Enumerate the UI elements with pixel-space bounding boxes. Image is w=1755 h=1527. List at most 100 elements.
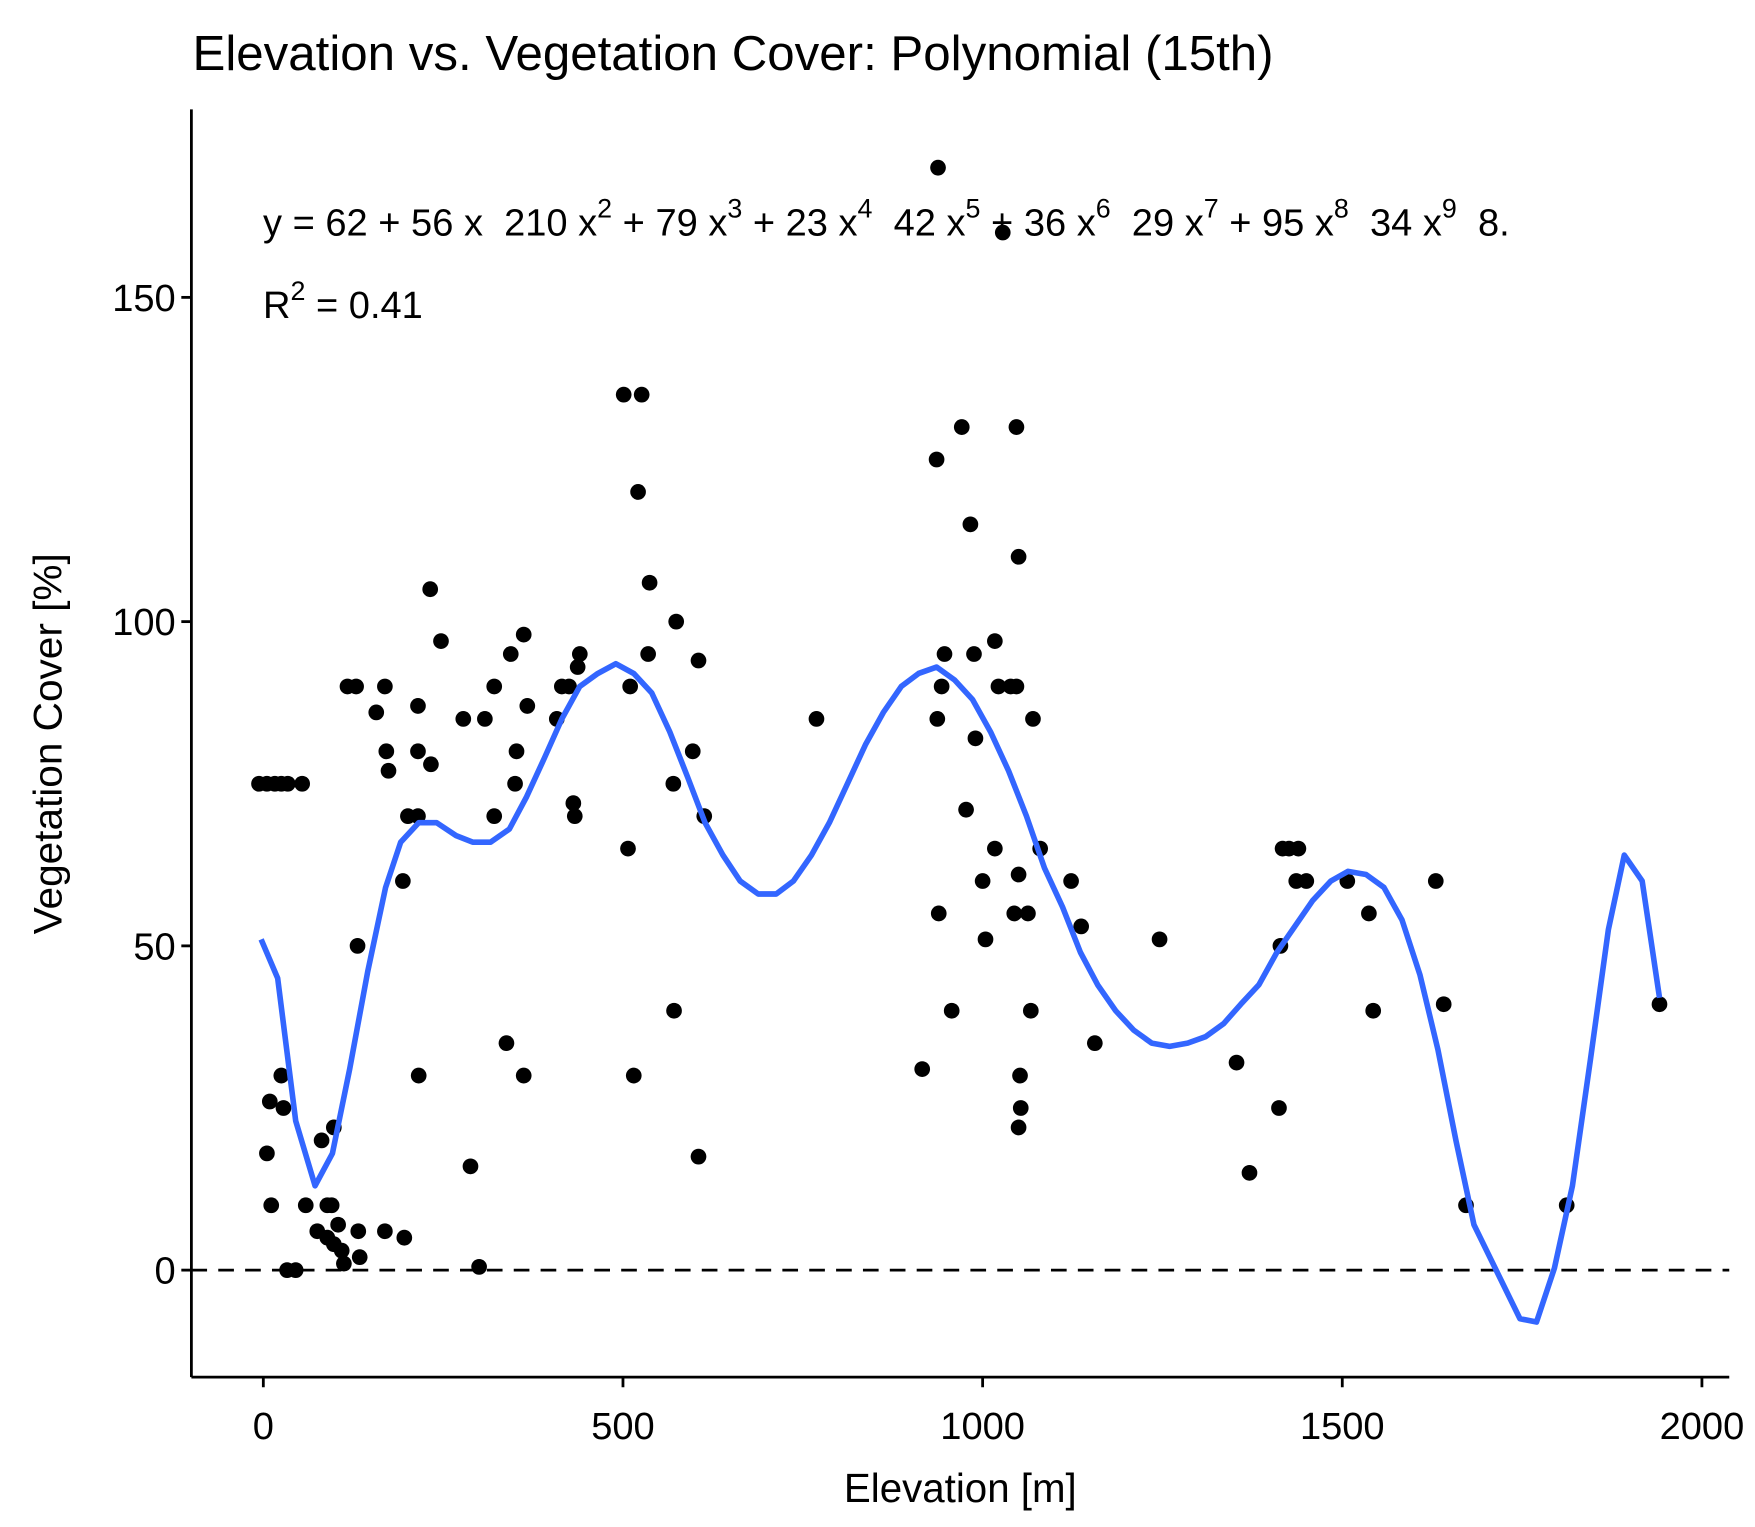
point [943,1002,960,1019]
point [351,1249,368,1266]
point [561,678,577,695]
point [1006,905,1023,922]
r-squared-text: = 0.41 [305,284,422,327]
point [690,652,707,669]
x-tick-label: 2000 [1660,1405,1745,1448]
point [1063,873,1079,889]
point [486,808,503,825]
equation-superscript: 5 [966,193,981,223]
point [455,711,472,727]
point [929,711,946,727]
point [1151,931,1168,948]
equation: y = 62 + 56 x 210 x2​ + 79 x3​ + 23 x4​ … [263,193,1510,244]
point [974,873,991,889]
point [377,1223,393,1240]
y-tick-label: 100 [112,601,175,644]
point [313,1132,330,1149]
point [571,646,588,662]
equation-text: + 95 x [1219,201,1334,244]
equation-text: 34 x [1349,201,1442,244]
equation-text: 29 x [1111,201,1204,244]
y-tick-label: 50 [133,925,175,968]
point [967,730,984,747]
point [928,451,945,468]
point [665,775,682,792]
point [1025,711,1041,727]
point [350,1223,367,1240]
point [1651,996,1668,1013]
x-axis-label: Elevation [m] [844,1465,1077,1511]
point [1290,840,1307,857]
point [1435,996,1452,1013]
point [410,743,426,760]
point [566,808,583,825]
point [684,743,701,760]
point [966,646,982,662]
point [410,698,426,714]
point [1020,905,1036,922]
point [259,1145,275,1162]
point [1010,1119,1027,1136]
equation-superscript: 9 [1442,193,1457,223]
point [622,678,639,695]
point [323,1197,340,1214]
point [1012,1100,1029,1116]
equation-superscript: 7 [1204,193,1219,223]
point [507,775,523,792]
point [953,419,970,435]
point [515,626,532,643]
point [1008,419,1025,435]
point [977,931,994,948]
point [261,1093,278,1110]
point [933,678,950,695]
equation-superscript: 6 [1096,193,1111,223]
point [808,711,825,727]
point [471,1258,487,1275]
point [502,646,519,662]
point [395,873,411,889]
point [368,704,385,721]
point [958,801,974,818]
point [1427,873,1444,889]
r-squared-text: R [263,284,290,327]
point [263,1197,280,1214]
point [297,1197,314,1214]
point [1086,1035,1103,1052]
point [498,1035,515,1052]
point [273,1067,290,1084]
point [1010,548,1027,565]
point [486,678,503,695]
point [423,756,439,773]
point [1073,918,1090,935]
point [914,1061,931,1077]
point [1241,1164,1258,1181]
point [990,678,1007,695]
point [348,678,364,695]
point [1228,1054,1245,1071]
x-tick-label: 0 [253,1405,274,1448]
point [396,1229,413,1246]
point [349,937,366,954]
point [569,659,586,675]
point [287,1262,304,1279]
point [519,698,536,714]
point [410,1067,427,1084]
point [1361,905,1377,922]
point [1365,1002,1382,1019]
point [377,678,393,695]
point [641,574,658,591]
equation-superscript: 3 [727,193,742,223]
point [666,1002,682,1019]
point [930,905,947,922]
equation-text: + 36 x [980,201,1095,244]
point [1010,866,1027,883]
equation-text: + 79 x [612,201,727,244]
r-squared-superscript: 2 [291,276,306,306]
point [962,516,979,533]
point [930,159,946,176]
point [936,646,953,662]
point [620,840,636,857]
point [1012,1067,1028,1084]
point [508,743,525,760]
point [640,646,656,662]
